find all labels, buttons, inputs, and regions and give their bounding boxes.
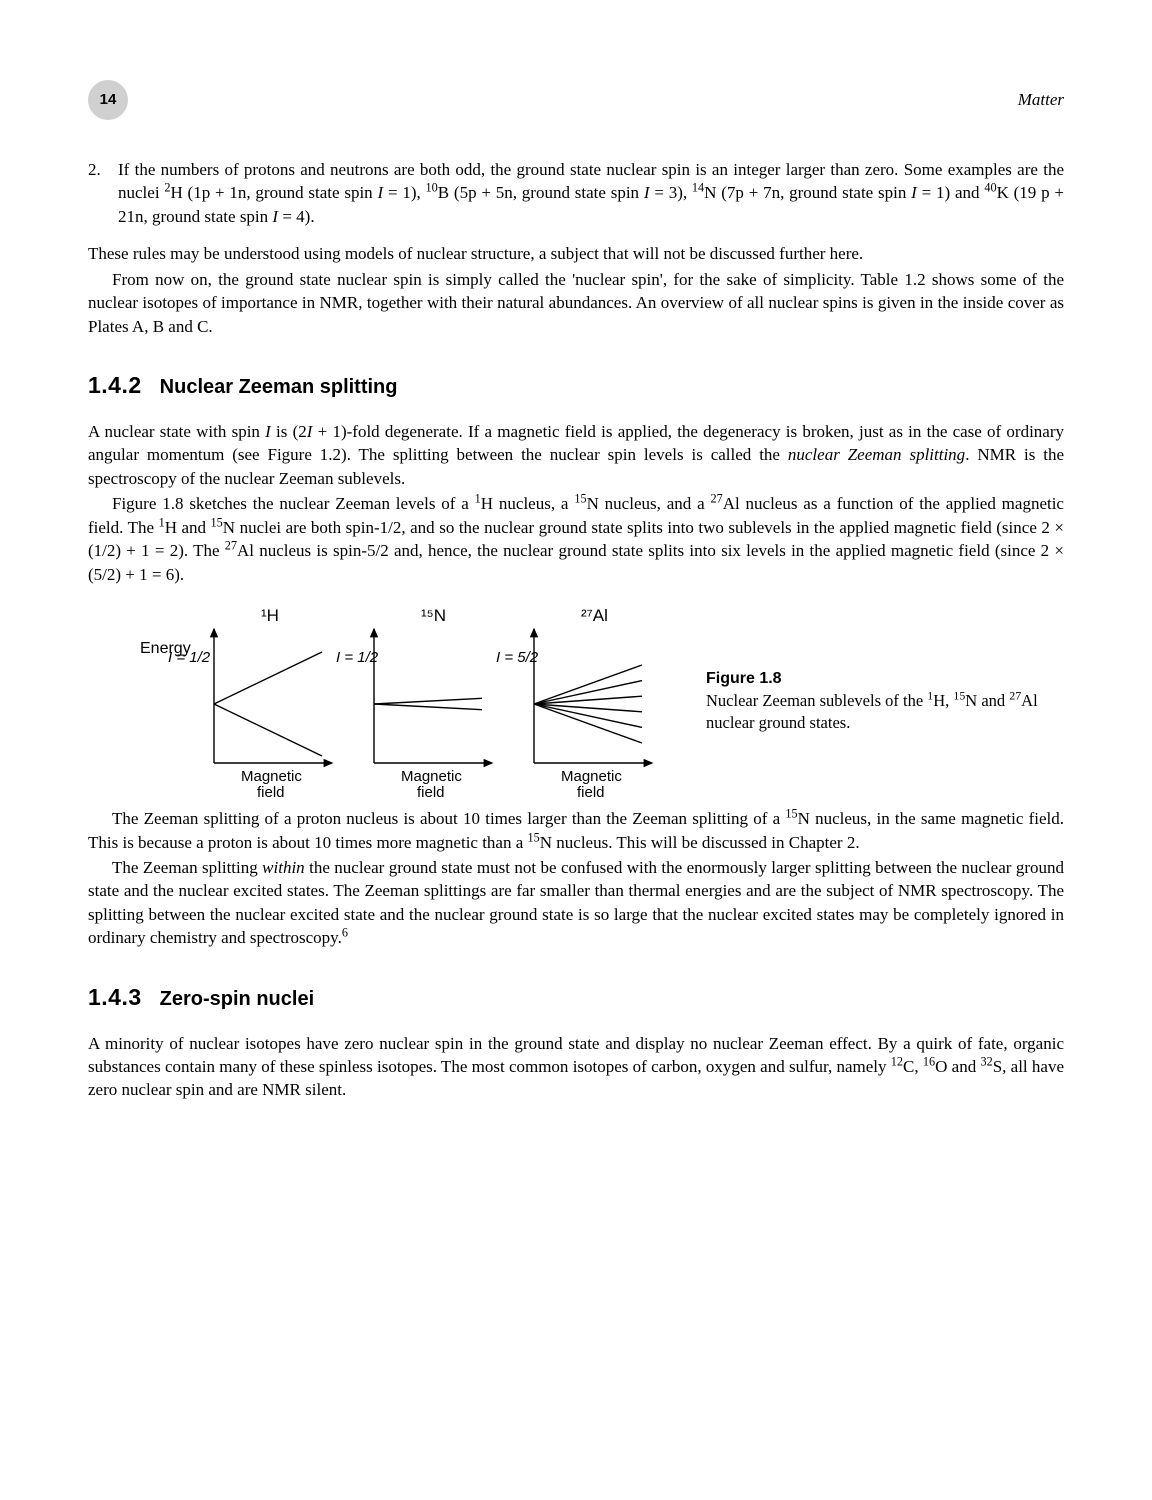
body-paragraph: From now on, the ground state nuclear sp… xyxy=(88,268,1064,338)
svg-text:Magnetic: Magnetic xyxy=(241,768,302,785)
page-number-badge: 14 xyxy=(88,80,128,120)
body-paragraph: These rules may be understood using mode… xyxy=(88,242,1064,265)
section-heading: 1.4.2 Nuclear Zeeman splitting xyxy=(88,370,1064,402)
body-paragraph: The Zeeman splitting within the nuclear … xyxy=(88,856,1064,950)
section-title: Zero-spin nuclei xyxy=(160,988,314,1010)
section-heading: 1.4.3 Zero-spin nuclei xyxy=(88,982,1064,1014)
figure-caption-text: Nuclear Zeeman sublevels of the 1H, 15N … xyxy=(706,691,1038,732)
svg-text:I = 1/2: I = 1/2 xyxy=(336,649,379,666)
section-number: 1.4.2 xyxy=(88,372,142,398)
body-paragraph: The Zeeman splitting of a proton nucleus… xyxy=(88,807,1064,854)
body-paragraph: A nuclear state with spin I is (2I + 1)-… xyxy=(88,420,1064,490)
section-number: 1.4.3 xyxy=(88,984,142,1010)
list-number: 2. xyxy=(88,158,118,228)
numbered-list-item: 2. If the numbers of protons and neutron… xyxy=(88,158,1064,228)
zeeman-diagram: Energy¹HI = 1/2Magneticfield¹⁵NI = 1/2Ma… xyxy=(138,598,658,803)
svg-text:field: field xyxy=(257,784,285,801)
svg-text:field: field xyxy=(417,784,445,801)
list-body: If the numbers of protons and neutrons a… xyxy=(118,158,1064,228)
figure-block: Energy¹HI = 1/2Magneticfield¹⁵NI = 1/2Ma… xyxy=(138,598,1064,803)
svg-text:Magnetic: Magnetic xyxy=(561,768,622,785)
svg-text:I = 5/2: I = 5/2 xyxy=(496,649,539,666)
figure-svg-container: Energy¹HI = 1/2Magneticfield¹⁵NI = 1/2Ma… xyxy=(138,598,658,803)
svg-text:¹H: ¹H xyxy=(261,606,279,625)
figure-caption: Figure 1.8 Nuclear Zeeman sublevels of t… xyxy=(706,667,1064,734)
svg-text:²⁷Al: ²⁷Al xyxy=(581,606,608,625)
page-header: 14 Matter xyxy=(88,80,1064,120)
svg-text:¹⁵N: ¹⁵N xyxy=(421,606,446,625)
svg-text:I = 1/2: I = 1/2 xyxy=(168,649,211,666)
svg-text:field: field xyxy=(577,784,605,801)
section-title: Nuclear Zeeman splitting xyxy=(160,376,398,398)
svg-text:Magnetic: Magnetic xyxy=(401,768,462,785)
figure-label: Figure 1.8 xyxy=(706,670,782,687)
body-paragraph: Figure 1.8 sketches the nuclear Zeeman l… xyxy=(88,492,1064,586)
running-head: Matter xyxy=(1018,88,1064,111)
body-paragraph: A minority of nuclear isotopes have zero… xyxy=(88,1032,1064,1102)
